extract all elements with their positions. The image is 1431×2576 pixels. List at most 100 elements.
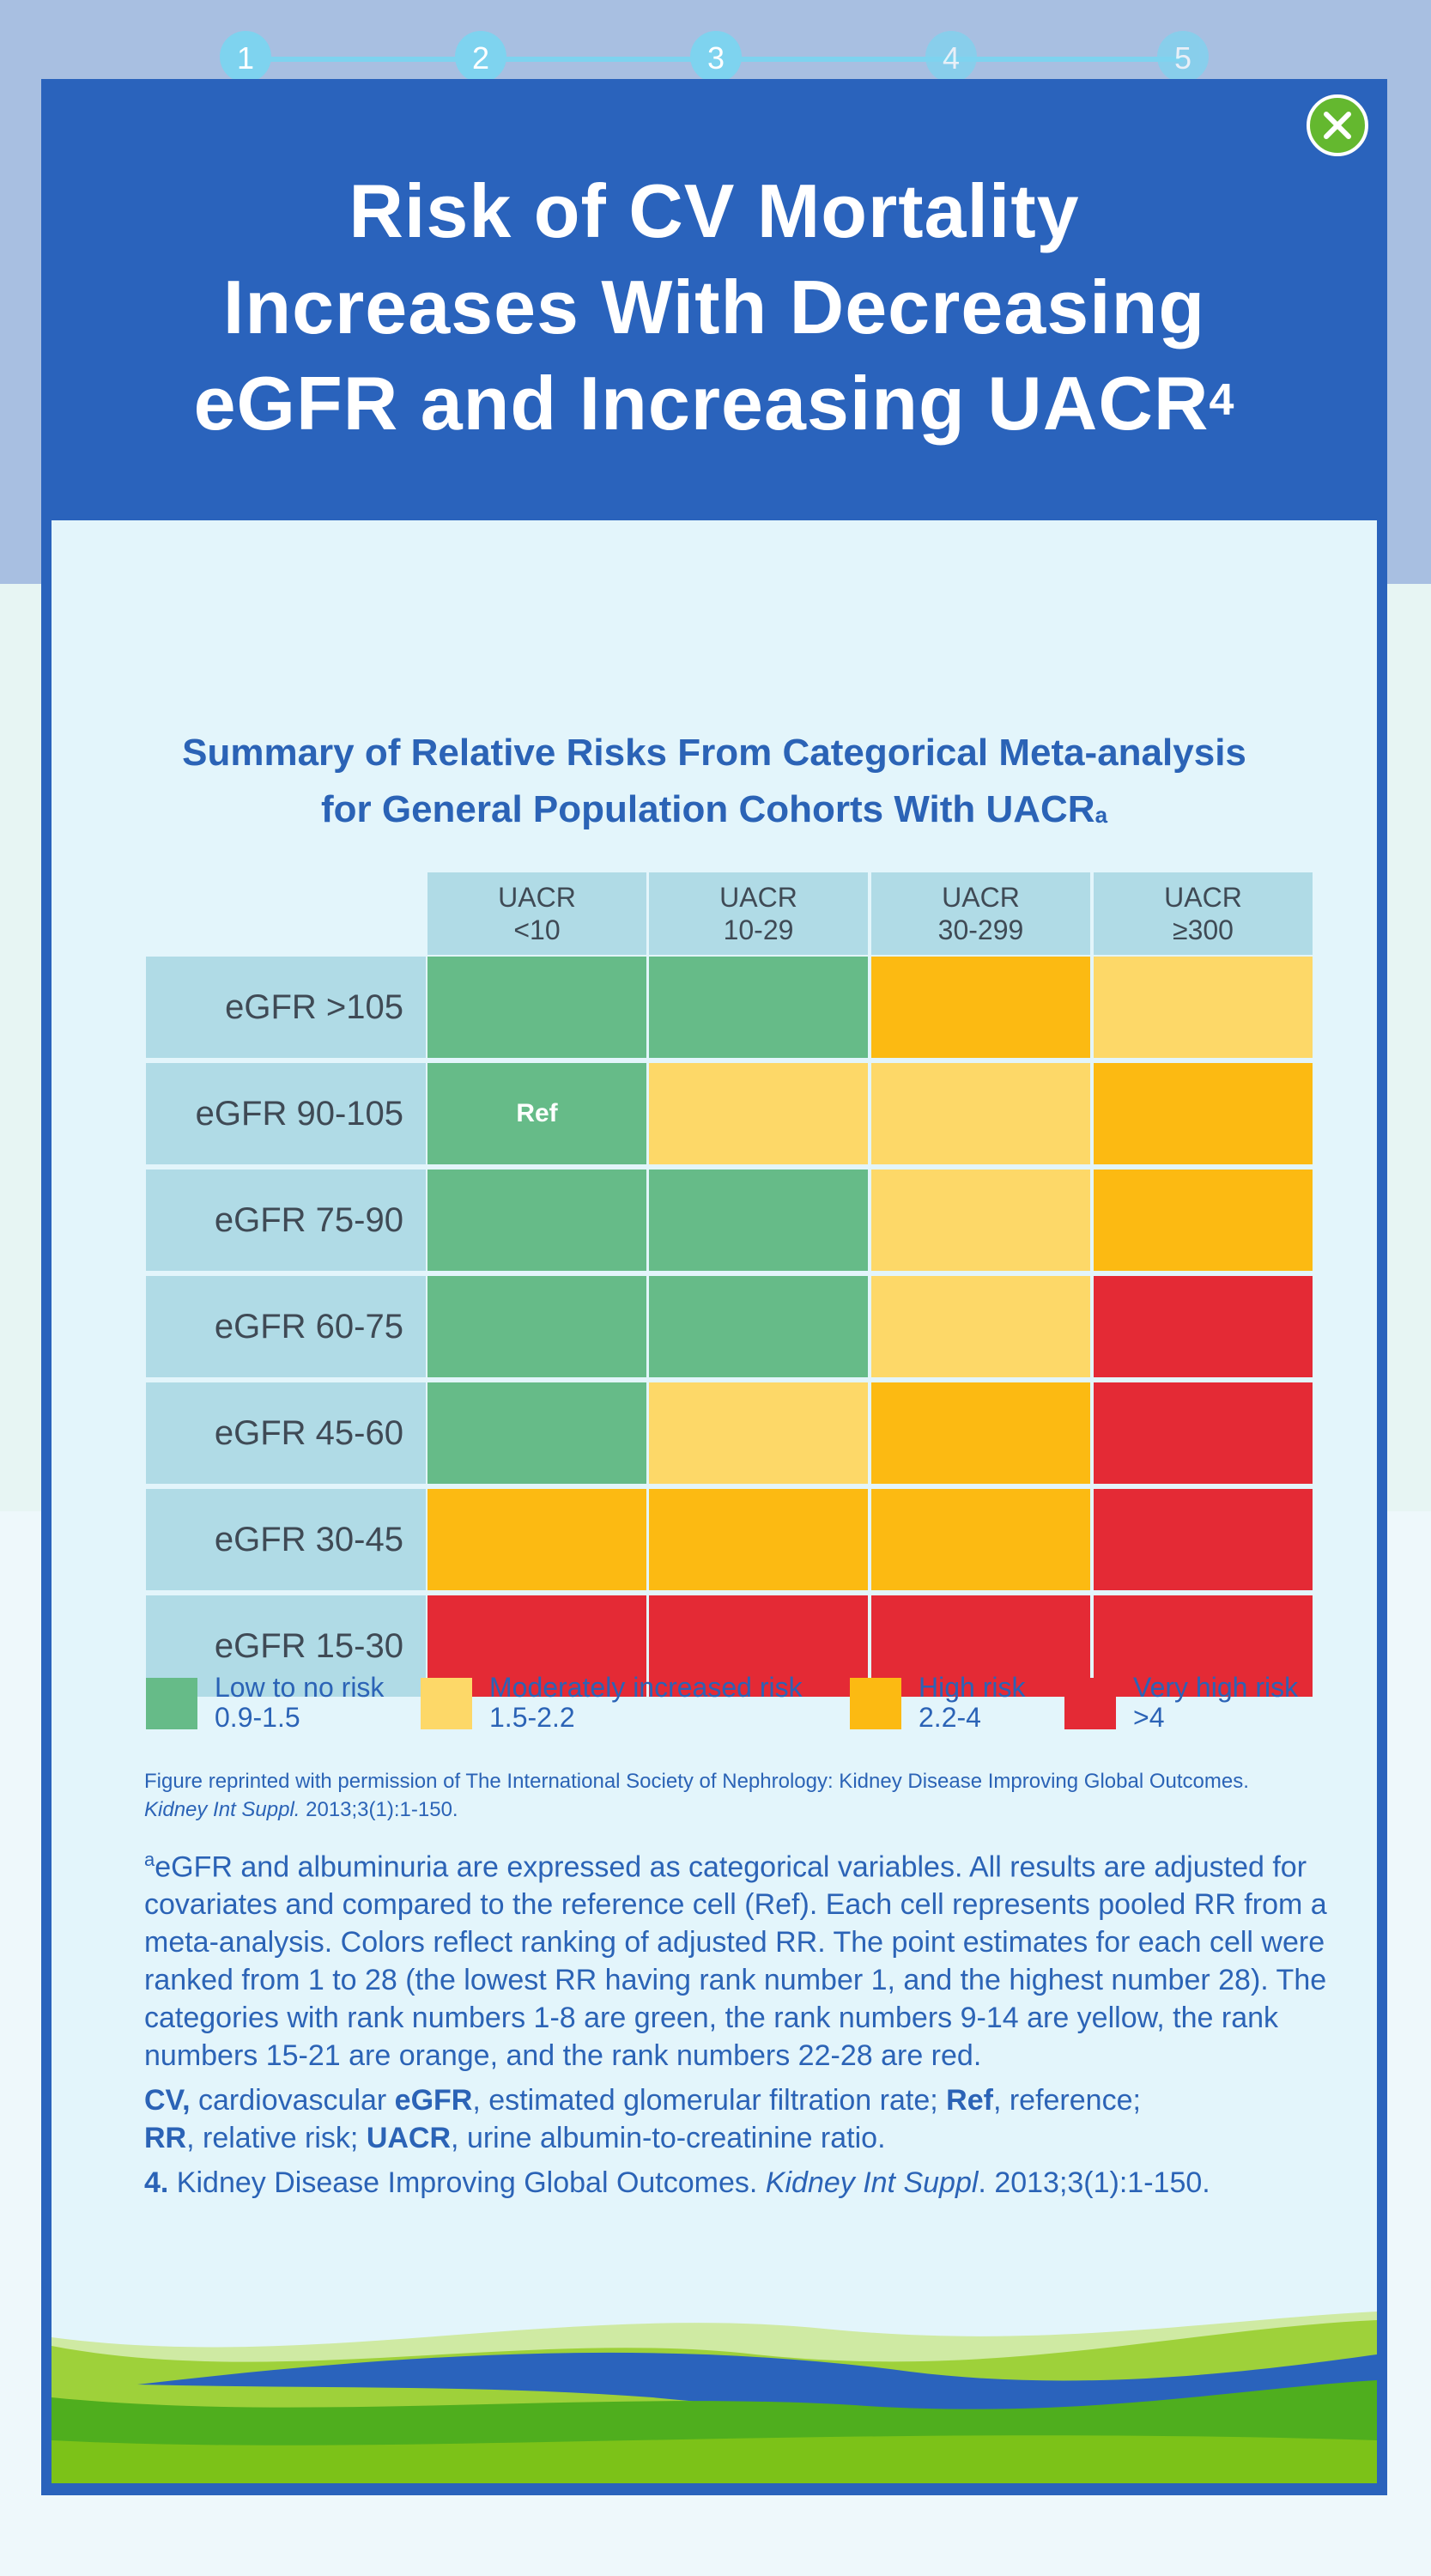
heatmap-cell [1094,1063,1313,1164]
legend-label: Low to no risk 0.9-1.5 [215,1673,384,1733]
abbr-term: Ref [946,2084,993,2117]
modal-content: Summary of Relative Risks From Categoric… [52,520,1377,2483]
heatmap-cell [871,1595,1090,1697]
step-4[interactable]: 4 [925,31,977,82]
heatmap-cell [1094,1170,1313,1271]
heatmap-cell [871,1063,1090,1164]
legend-label: High risk 2.2-4 [919,1673,1025,1733]
figure-title-text: for General Population Cohorts With UACR [320,788,1095,830]
abbr-def: , urine albumin-to-creatinine ratio. [451,2122,886,2155]
step-5[interactable]: 5 [1157,31,1209,82]
abbreviations: CV, cardiovascular eGFR, estimated glome… [144,2081,1346,2157]
title-line: Increases With Decreasing [222,264,1206,349]
heatmap-cell [871,1170,1090,1271]
figure-title-superscript: a [1094,802,1108,828]
title-line-text: eGFR and Increasing UACR [193,361,1210,446]
reference: 4. Kidney Disease Improving Global Outco… [144,2164,1346,2202]
heatmap-cell: Ref [427,1063,646,1164]
step-2[interactable]: 2 [455,31,506,82]
heatmap-cell [649,957,868,1058]
legend-label-text: Moderately increased risk [489,1672,803,1703]
permission-text: Figure reprinted with permission of The … [144,1770,1249,1793]
legend-label-text: Very high risk [1133,1672,1299,1703]
column-header-line2: ≥300 [1173,914,1234,945]
heatmap-cell [1094,1489,1313,1590]
step-1[interactable]: 1 [220,31,271,82]
row-header: eGFR 60-75 [146,1276,426,1377]
title-line: eGFR and Increasing UACR4 [58,355,1370,452]
permission-citation: 2013;3(1):1-150. [300,1798,458,1821]
legend-range: 2.2-4 [919,1702,981,1733]
permission-journal: Kidney Int Suppl. [144,1798,300,1821]
abbr-term: RR [144,2122,187,2155]
legend-swatch [850,1678,901,1729]
step-connector [716,57,951,62]
heatmap-cell [427,1170,646,1271]
column-header-line1: UACR [719,882,797,913]
heatmap-cell [871,1276,1090,1377]
heatmap-cell [649,1170,868,1271]
footnote-a: aeGFR and albuminuria are expressed as c… [144,1841,1346,2075]
heatmap-cell [649,1489,868,1590]
heatmap-cell [427,1276,646,1377]
heatmap-cell [649,1595,868,1697]
column-header-line2: 10-29 [723,914,794,945]
title-superscript: 4 [1209,375,1235,425]
heatmap-cell [871,1382,1090,1484]
reference-citation: . 2013;3(1):1-150. [978,2166,1210,2200]
footnote-a-text: eGFR and albuminuria are expressed as ca… [144,1850,1327,2073]
close-icon [1324,112,1351,139]
figure-title-line: Summary of Relative Risks From Categoric… [182,732,1246,774]
column-header-line2: 30-299 [937,914,1024,945]
column-header-line2: <10 [513,914,561,945]
permission-note: Figure reprinted with permission of The … [144,1767,1346,1824]
legend-label: Moderately increased risk 1.5-2.2 [489,1673,803,1733]
abbr-term: eGFR [394,2084,473,2117]
row-header: eGFR 75-90 [146,1170,426,1271]
figure-title-line: for General Population Cohorts With UACR… [103,781,1325,838]
column-header-line1: UACR [942,882,1020,913]
abbr-def: , estimated glomerular filtration rate; [472,2084,947,2117]
abbr-term: UACR [366,2122,452,2155]
step-3[interactable]: 3 [690,31,742,82]
legend-range: 0.9-1.5 [215,1702,300,1733]
legend-swatch [146,1678,197,1729]
row-header: eGFR 45-60 [146,1382,426,1484]
step-connector [951,57,1183,62]
legend-range: 1.5-2.2 [489,1702,575,1733]
heatmap-cell [649,1063,868,1164]
heatmap-cell [649,1382,868,1484]
row-header: eGFR 15-30 [146,1595,426,1697]
heatmap-cell [427,1382,646,1484]
column-header-line1: UACR [498,882,576,913]
reference-text: Kidney Disease Improving Global Outcomes… [168,2166,766,2200]
footnote-a-marker: a [144,1849,155,1870]
legend-swatch [421,1678,472,1729]
column-header: UACR ≥300 [1094,872,1313,955]
heatmap-cell [427,1489,646,1590]
abbr-term: CV, [144,2084,191,2117]
heatmap-cell [1094,1382,1313,1484]
heatmap-cell [1094,1595,1313,1697]
legend-label-text: Low to no risk [215,1672,385,1703]
row-header: eGFR >105 [146,957,426,1058]
legend-swatch [1064,1678,1116,1729]
step-connector [246,57,481,62]
abbr-def: , reference; [992,2084,1141,2117]
row-header: eGFR 30-45 [146,1489,426,1590]
heatmap-cell [649,1276,868,1377]
heatmap-cell [1094,1276,1313,1377]
close-button[interactable] [1307,94,1368,156]
heatmap-cell [427,957,646,1058]
title-line: Risk of CV Mortality [349,168,1080,253]
progress-stepper: 1 2 3 4 5 [0,31,1431,86]
reference-journal: Kidney Int Suppl [765,2166,979,2200]
column-header: UACR <10 [427,872,646,955]
modal-dialog: Risk of CV Mortality Increases With Decr… [41,79,1387,2495]
heatmap-cell [1094,957,1313,1058]
column-header: UACR 10-29 [649,872,868,955]
legend-range: >4 [1133,1702,1165,1733]
legend-label: Very high risk >4 [1133,1673,1298,1733]
column-header: UACR 30-299 [871,872,1090,955]
decorative-wave [52,2312,1377,2483]
